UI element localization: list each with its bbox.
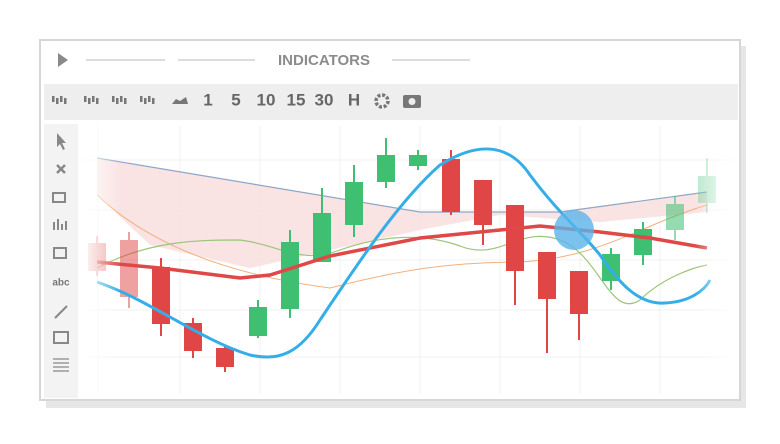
trend-line <box>96 147 712 359</box>
candle <box>249 300 267 338</box>
candle <box>313 188 331 262</box>
sidebar-tools <box>52 133 69 372</box>
toolbar <box>44 84 738 120</box>
chart-type-icon[interactable] <box>64 98 67 104</box>
interval-button[interactable]: H <box>348 90 360 109</box>
candle-body <box>409 155 427 166</box>
candle-body <box>313 213 331 262</box>
fade-left <box>80 124 120 396</box>
candle <box>409 150 427 170</box>
moving-average <box>96 224 708 280</box>
candle-body <box>281 242 299 309</box>
header-title[interactable]: INDICATORS <box>278 52 370 69</box>
chart-type-icon[interactable] <box>60 96 63 102</box>
band-fill <box>97 158 707 268</box>
candle-body <box>506 205 524 271</box>
candle <box>538 252 556 353</box>
candle <box>442 150 460 215</box>
candle-body <box>538 252 556 299</box>
chart-type-icon[interactable] <box>152 98 155 104</box>
candle-body <box>345 182 363 225</box>
sidebar <box>44 124 78 398</box>
settings-icon[interactable] <box>374 93 390 109</box>
grid <box>80 126 736 394</box>
interval-button[interactable]: 15 <box>287 90 306 109</box>
chart-type-icon[interactable] <box>96 98 99 104</box>
candle <box>345 165 363 237</box>
chart-type-icon[interactable] <box>144 98 147 104</box>
candle-body <box>184 323 202 351</box>
toolbar-icons: 1 5 10 15 30 H <box>52 90 421 109</box>
fade-right <box>695 124 737 396</box>
candle <box>281 230 299 318</box>
candle <box>377 138 395 188</box>
delete-indicators-tool[interactable] <box>53 219 67 230</box>
chart-type-icon[interactable] <box>52 96 55 102</box>
compare-tool[interactable] <box>53 247 67 259</box>
interval-button[interactable]: 30 <box>315 90 334 109</box>
fib-tool[interactable] <box>53 358 69 372</box>
candle-body <box>216 348 234 367</box>
candle-body <box>474 180 492 225</box>
pointer-tool[interactable] <box>57 133 66 150</box>
rectangle-tool[interactable] <box>53 331 69 344</box>
play-button[interactable] <box>58 53 68 67</box>
candle <box>666 196 684 240</box>
candle-body <box>570 271 588 314</box>
chart-type-icon[interactable] <box>92 96 95 102</box>
candle <box>506 205 524 305</box>
candle-body <box>666 204 684 230</box>
candle <box>216 345 234 372</box>
area-icon[interactable] <box>172 97 188 104</box>
candle-body <box>120 240 138 297</box>
line-tool[interactable] <box>54 305 68 319</box>
candle-body <box>442 159 460 212</box>
oscillator-line <box>96 235 708 305</box>
candle-body <box>249 307 267 336</box>
chart-type-icon[interactable] <box>140 96 143 102</box>
candle-body <box>634 229 652 255</box>
chart-type-icon[interactable] <box>112 96 115 102</box>
band-lower <box>96 194 708 289</box>
candle-body <box>377 155 395 182</box>
crosshair-marker[interactable] <box>554 210 594 250</box>
candle <box>184 318 202 358</box>
chart-type-icon[interactable] <box>56 98 59 104</box>
chart-type-icon[interactable] <box>116 98 119 104</box>
chart-type-icon[interactable] <box>84 96 87 102</box>
chart-type-icon[interactable] <box>124 98 127 104</box>
chart-type-icon[interactable] <box>148 96 151 102</box>
candle <box>570 271 588 340</box>
interval-button[interactable]: 10 <box>257 90 276 109</box>
candle <box>474 180 492 245</box>
interval-button[interactable]: 5 <box>231 90 240 109</box>
text-tool[interactable]: abc <box>52 278 70 289</box>
camera-lens <box>408 98 416 105</box>
chart-type-icon[interactable] <box>120 96 123 102</box>
delete-tool[interactable] <box>56 164 66 174</box>
interval-button[interactable]: 1 <box>203 90 212 109</box>
chart-type-icon[interactable] <box>88 98 91 104</box>
delete-drawings-tool[interactable] <box>52 192 66 203</box>
